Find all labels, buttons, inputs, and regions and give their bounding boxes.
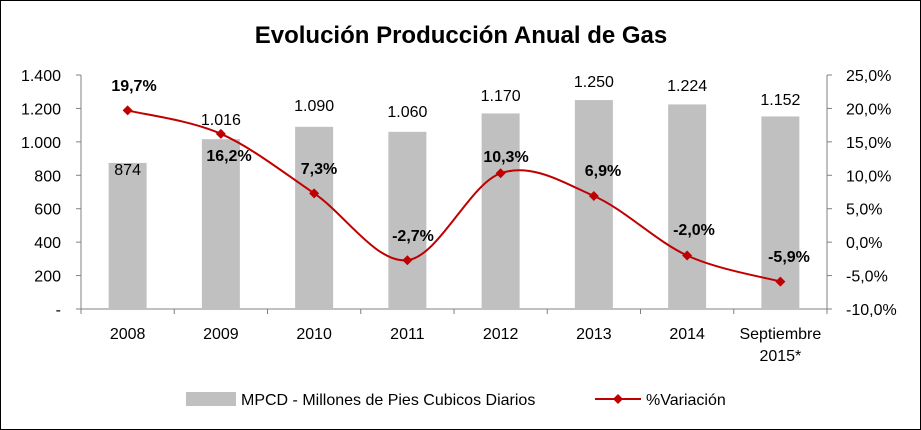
y-right-tick-label: -10,0% [846, 302, 897, 319]
legend-line-label: %Variación [646, 392, 726, 409]
x-tick-label: 2014 [669, 326, 705, 343]
x-tick-label: Septiembre [739, 326, 821, 343]
x-tick-label: 2015* [759, 348, 801, 365]
x-tick-label: 2011 [390, 326, 425, 343]
y-right-tick-label: 5,0% [846, 202, 882, 219]
y-left-tick-label: 400 [34, 235, 61, 252]
line-marker [402, 255, 413, 266]
y-left-tick-label: 1.000 [21, 135, 61, 152]
line-marker [122, 105, 133, 116]
bar-data-label: 1.090 [294, 98, 334, 115]
y-left-tick-label: 1.200 [21, 101, 61, 118]
line-data-label: 16,2% [206, 148, 251, 165]
line-data-label: 10,3% [483, 149, 528, 166]
legend-line-marker [613, 394, 623, 404]
bar-data-label: 874 [114, 162, 141, 179]
plot-area: - 200 400 600 800 1.000 1.200 1.400 -10,0% -5,0% 0… [21, 68, 897, 365]
variation-line [127, 109, 781, 283]
line-marker [775, 276, 786, 287]
line-data-label: 6,9% [585, 163, 621, 180]
line-data-label: -2,0% [673, 222, 715, 239]
legend-bar-label: MPCD - Millones de Pies Cubicos Diarios [241, 392, 535, 409]
bar-data-label: 1.016 [201, 112, 241, 129]
bar [201, 139, 240, 309]
bar [574, 100, 613, 309]
line-marker [309, 188, 320, 199]
bar [108, 162, 147, 309]
line-marker [682, 250, 693, 261]
legend: MPCD - Millones de Pies Cubicos Diarios … [186, 392, 726, 409]
y-left-tick-label: - [56, 302, 61, 319]
y-left-tick-label: 800 [34, 168, 61, 185]
bar-data-label: 1.170 [481, 88, 521, 105]
line-marker [215, 128, 226, 139]
bar-data-label: 1.250 [574, 74, 614, 91]
line-data-label: 19,7% [111, 78, 156, 95]
y-right-tick-label: 10,0% [846, 168, 891, 185]
bar [668, 104, 707, 309]
line-marker [588, 191, 599, 202]
y-right-tick-label: 25,0% [846, 68, 891, 85]
x-tick-label: 2012 [483, 326, 519, 343]
y-right-tick-label: 15,0% [846, 135, 891, 152]
bar-data-label: 1.224 [667, 78, 707, 95]
line-data-label: -5,9% [768, 249, 810, 266]
bar-data-label: 1.060 [387, 104, 427, 121]
bar-data-label: 1.152 [760, 92, 800, 109]
y-right-tick-label: -5,0% [846, 269, 888, 286]
bar [481, 113, 520, 309]
x-tick-label: 2013 [576, 326, 612, 343]
bar [388, 131, 427, 309]
x-tick-label: 2010 [296, 326, 332, 343]
y-left-tick-label: 200 [34, 269, 61, 286]
chart-title: Evolución Producción Anual de Gas [255, 22, 668, 49]
legend-bar-swatch [186, 392, 236, 406]
y-left-tick-label: 600 [34, 202, 61, 219]
line-data-label: 7,3% [301, 161, 337, 178]
y-right-tick-label: 20,0% [846, 101, 891, 118]
x-tick-label: 2008 [110, 326, 146, 343]
bar [295, 126, 334, 309]
y-left-tick-label: 1.400 [21, 68, 61, 85]
y-right-tick-label: 0,0% [846, 235, 882, 252]
line-marker [495, 168, 506, 179]
line-data-label: -2,7% [392, 228, 434, 245]
x-tick-label: 2009 [203, 326, 239, 343]
